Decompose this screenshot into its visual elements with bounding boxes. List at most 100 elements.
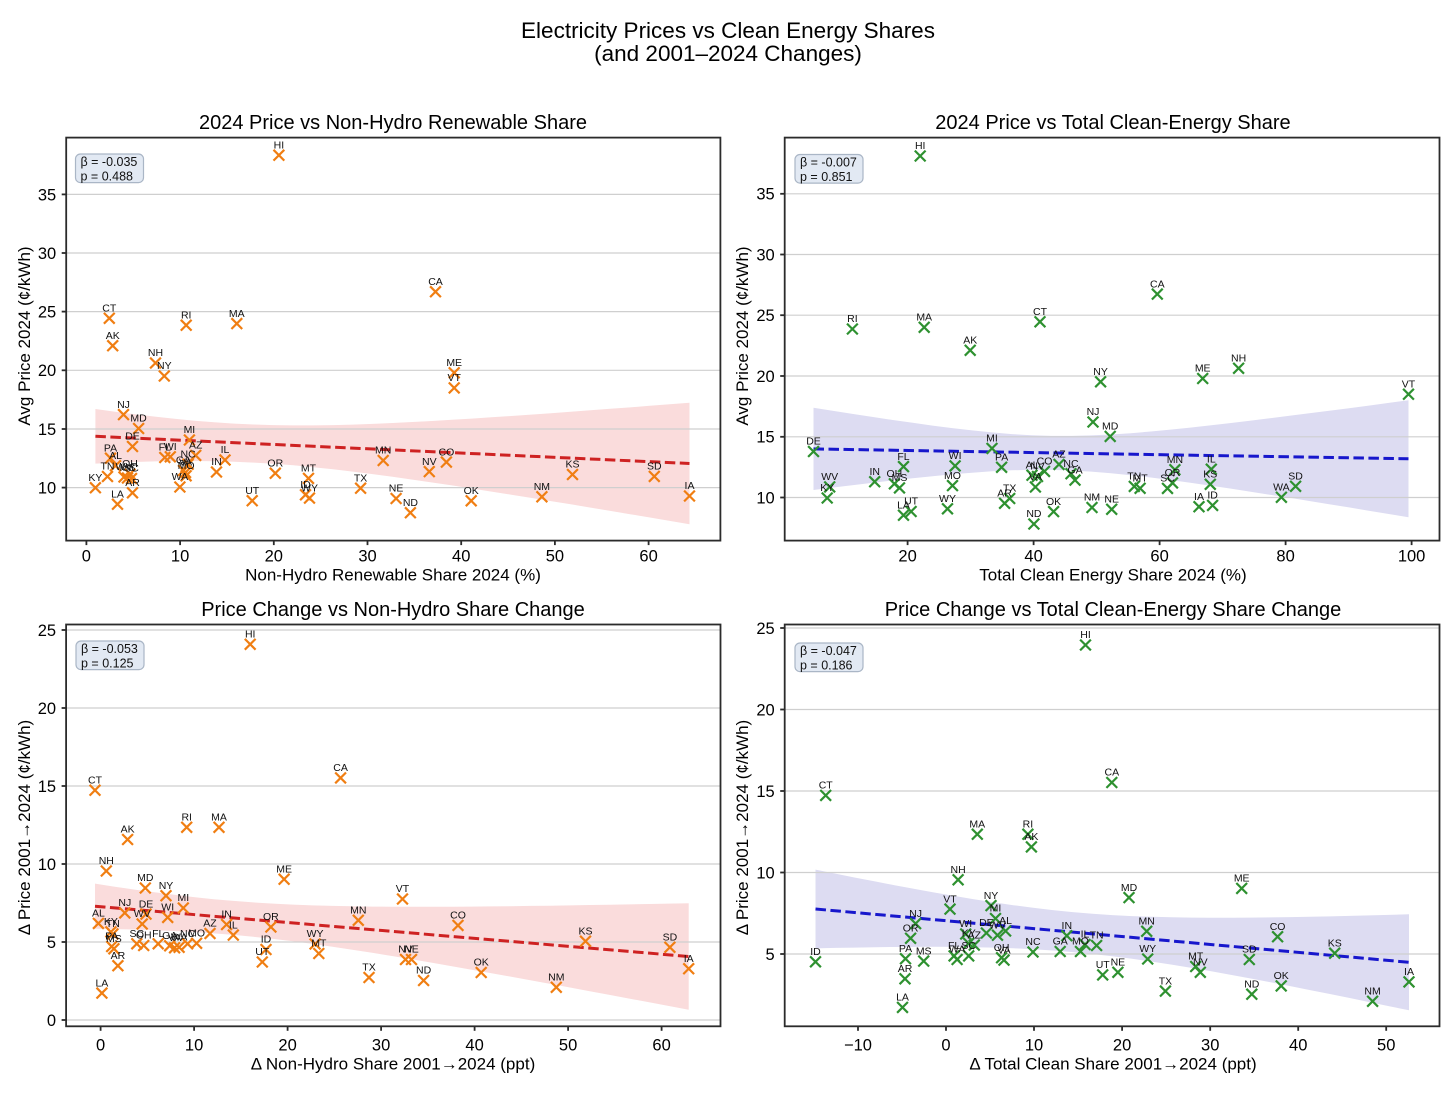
svg-text:MD: MD xyxy=(137,872,154,884)
svg-text:NJ: NJ xyxy=(117,399,130,411)
svg-text:FL: FL xyxy=(897,451,909,463)
svg-text:25: 25 xyxy=(756,307,774,325)
svg-text:15: 15 xyxy=(756,429,774,447)
svg-text:LA: LA xyxy=(95,977,108,989)
svg-text:DE: DE xyxy=(806,436,821,448)
svg-text:IA: IA xyxy=(684,953,694,965)
svg-text:UT: UT xyxy=(904,496,919,508)
svg-text:CO: CO xyxy=(450,910,466,922)
svg-text:30: 30 xyxy=(1201,1036,1219,1054)
svg-text:ND: ND xyxy=(403,497,419,509)
svg-text:GA: GA xyxy=(1053,936,1068,948)
svg-text:CO: CO xyxy=(1037,456,1053,468)
svg-text:25: 25 xyxy=(756,620,774,638)
svg-text:AK: AK xyxy=(106,330,120,342)
svg-text:MT: MT xyxy=(301,463,317,475)
svg-text:40: 40 xyxy=(1024,548,1042,566)
svg-text:AZ: AZ xyxy=(968,929,982,941)
svg-text:AK: AK xyxy=(1024,831,1038,843)
svg-text:MS: MS xyxy=(916,945,932,957)
svg-text:(and 2001–2024 Changes): (and 2001–2024 Changes) xyxy=(594,41,862,66)
svg-text:OR: OR xyxy=(903,923,919,935)
svg-text:MN: MN xyxy=(350,905,366,917)
svg-text:VT: VT xyxy=(396,883,410,895)
svg-text:p = 0.488: p = 0.488 xyxy=(81,169,134,183)
svg-text:IA: IA xyxy=(1194,491,1204,503)
svg-text:20: 20 xyxy=(38,700,56,718)
svg-text:p = 0.851: p = 0.851 xyxy=(800,170,853,184)
svg-text:CT: CT xyxy=(88,774,103,786)
svg-text:MN: MN xyxy=(1167,454,1183,466)
svg-text:OH: OH xyxy=(122,458,138,470)
svg-text:0: 0 xyxy=(96,1036,105,1054)
svg-text:SC: SC xyxy=(124,463,139,475)
svg-text:MD: MD xyxy=(1121,882,1138,894)
svg-text:100: 100 xyxy=(1398,548,1426,566)
svg-text:KS: KS xyxy=(578,925,592,937)
svg-text:FL: FL xyxy=(152,928,164,940)
svg-text:DE: DE xyxy=(125,431,140,443)
svg-text:NH: NH xyxy=(1231,353,1246,365)
svg-text:ID: ID xyxy=(261,934,272,946)
svg-text:β = -0.047: β = -0.047 xyxy=(800,644,857,658)
svg-text:5: 5 xyxy=(766,946,775,964)
svg-text:OH: OH xyxy=(994,942,1010,954)
svg-text:CO: CO xyxy=(439,446,455,458)
svg-text:ID: ID xyxy=(300,479,311,491)
svg-text:60: 60 xyxy=(1150,548,1168,566)
svg-text:VT: VT xyxy=(447,372,461,384)
svg-text:WI: WI xyxy=(959,918,972,930)
svg-text:NV: NV xyxy=(1030,461,1045,473)
svg-text:SC: SC xyxy=(130,928,145,940)
svg-text:AL: AL xyxy=(92,908,105,920)
svg-text:MI: MI xyxy=(990,903,1002,915)
svg-text:NC: NC xyxy=(1025,936,1041,948)
svg-text:0: 0 xyxy=(941,1036,950,1054)
svg-text:OR: OR xyxy=(267,457,283,469)
svg-text:WV: WV xyxy=(989,919,1006,931)
svg-text:Price Change vs Non-Hydro Shar: Price Change vs Non-Hydro Share Change xyxy=(201,599,585,621)
svg-text:OK: OK xyxy=(474,957,489,969)
svg-text:β = -0.035: β = -0.035 xyxy=(81,155,138,169)
svg-text:CT: CT xyxy=(102,303,117,315)
svg-text:KS: KS xyxy=(1328,937,1342,949)
svg-text:Price Change vs Total Clean-En: Price Change vs Total Clean-Energy Share… xyxy=(885,599,1342,621)
svg-text:NV: NV xyxy=(1193,957,1208,969)
svg-text:SD: SD xyxy=(1242,944,1257,956)
svg-text:RI: RI xyxy=(1023,818,1034,830)
svg-text:MS: MS xyxy=(892,472,908,484)
svg-text:IN: IN xyxy=(1062,920,1073,932)
svg-text:CA: CA xyxy=(333,762,348,774)
svg-text:NJ: NJ xyxy=(909,908,922,920)
svg-text:20: 20 xyxy=(898,548,916,566)
svg-text:20: 20 xyxy=(38,362,56,380)
svg-text:ND: ND xyxy=(416,965,432,977)
svg-text:Δ Price 2001→2024 (¢/kWh): Δ Price 2001→2024 (¢/kWh) xyxy=(733,720,752,935)
svg-text:LA: LA xyxy=(897,499,910,511)
svg-text:MO: MO xyxy=(1072,936,1089,948)
svg-text:VA: VA xyxy=(1029,471,1042,483)
svg-text:20: 20 xyxy=(756,368,774,386)
svg-text:WY: WY xyxy=(1139,943,1156,955)
svg-text:TN: TN xyxy=(1127,471,1141,483)
svg-text:WV: WV xyxy=(134,908,151,920)
svg-text:WI: WI xyxy=(949,450,962,462)
svg-text:NC: NC xyxy=(181,449,197,461)
svg-text:DE: DE xyxy=(979,917,994,929)
svg-text:10: 10 xyxy=(38,480,56,498)
svg-text:NE: NE xyxy=(389,483,404,495)
svg-text:30: 30 xyxy=(358,548,376,566)
svg-text:MN: MN xyxy=(375,445,391,457)
svg-text:MA: MA xyxy=(211,812,227,824)
svg-text:10: 10 xyxy=(1025,1036,1043,1054)
svg-text:MI: MI xyxy=(986,433,998,445)
svg-text:PA: PA xyxy=(899,943,912,955)
svg-text:OK: OK xyxy=(1046,496,1061,508)
svg-text:TX: TX xyxy=(354,472,367,484)
svg-text:GA: GA xyxy=(1067,464,1082,476)
svg-text:Δ Non-Hydro Share 2001→2024 (p: Δ Non-Hydro Share 2001→2024 (ppt) xyxy=(251,1055,535,1074)
svg-text:CO: CO xyxy=(1270,921,1286,933)
svg-text:WV: WV xyxy=(116,461,133,473)
svg-text:NV: NV xyxy=(422,456,437,468)
svg-text:WY: WY xyxy=(939,493,956,505)
